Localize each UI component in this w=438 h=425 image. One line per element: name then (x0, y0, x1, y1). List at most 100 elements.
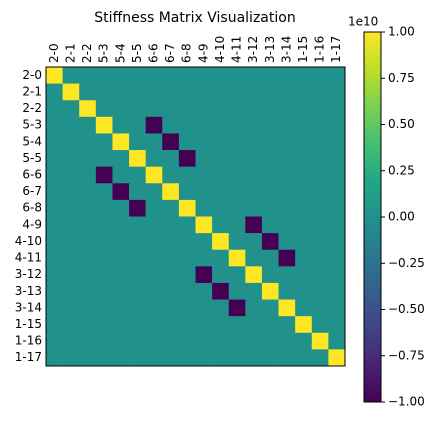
heatmap-cell (212, 199, 230, 217)
heatmap-cell (328, 332, 346, 350)
heatmap-cell (295, 67, 313, 84)
heatmap-cell (261, 282, 279, 300)
x-tick-label: 1-16 (313, 36, 327, 63)
heatmap-cell (95, 183, 113, 201)
chart-title: Stiffness Matrix Visualization (94, 10, 295, 26)
heatmap-cell (112, 299, 130, 317)
heatmap-cell (178, 133, 196, 151)
heatmap-cell (112, 199, 130, 217)
heatmap-cell (129, 199, 146, 217)
heatmap-cell (112, 100, 130, 118)
heatmap-cell (228, 199, 246, 217)
y-tick-label: 3-13 (15, 284, 42, 298)
heatmap-cell (212, 116, 230, 134)
heatmap-cell (95, 100, 113, 118)
heatmap-cell (46, 349, 63, 367)
heatmap-cell (95, 216, 113, 234)
heatmap-cell (212, 150, 230, 167)
heatmap-cell (79, 299, 97, 317)
y-tick-label: 4-9 (22, 217, 42, 231)
x-tick-label: 3-13 (263, 36, 277, 63)
heatmap-cell (178, 349, 196, 367)
heatmap-cell (311, 116, 329, 134)
heatmap-cell (129, 133, 146, 151)
heatmap-cell (79, 282, 97, 300)
heatmap-cell (145, 349, 163, 367)
heatmap-cell (278, 83, 296, 101)
heatmap-cell (62, 316, 80, 334)
x-tick-label: 3-12 (246, 36, 260, 63)
heatmap-cell (62, 183, 80, 201)
heatmap-cell (212, 133, 230, 151)
heatmap-cell (162, 83, 180, 101)
heatmap-cell (212, 249, 230, 267)
heatmap-cell (79, 67, 97, 84)
heatmap-cell (328, 116, 346, 134)
heatmap-cell (112, 216, 130, 234)
heatmap-cell (328, 282, 346, 300)
heatmap-cell (228, 166, 246, 184)
x-tick-label: 2-2 (80, 43, 94, 63)
heatmap-cell (95, 199, 113, 217)
heatmap-cell (328, 67, 346, 84)
heatmap-cell (62, 249, 80, 267)
heatmap-cell (145, 67, 163, 84)
heatmap-cell (62, 116, 80, 134)
colorbar-tick-label: 1.00 (388, 25, 415, 39)
x-tick-label: 1-15 (296, 36, 310, 63)
x-tick-label: 4-10 (213, 36, 227, 63)
heatmap-cell (195, 349, 213, 367)
heatmap-cell (46, 116, 63, 134)
heatmap-cell (195, 133, 213, 151)
y-tick-label: 5-3 (22, 118, 42, 132)
heatmap-cell (245, 199, 263, 217)
heatmap-cell (95, 233, 113, 251)
heatmap-cell (311, 332, 329, 350)
heatmap-cell (129, 266, 146, 284)
heatmap-cell (212, 233, 230, 251)
heatmap-cell (328, 133, 346, 151)
heatmap-cell (129, 116, 146, 134)
heatmap-cell (95, 133, 113, 151)
heatmap-cell (162, 100, 180, 118)
x-tick-label: 2-0 (47, 43, 61, 63)
heatmap-cell (62, 299, 80, 317)
heatmap-cell (228, 233, 246, 251)
heatmap-cell (278, 100, 296, 118)
heatmap-cell (62, 266, 80, 284)
heatmap-cell (245, 282, 263, 300)
heatmap-cell (112, 116, 130, 134)
heatmap-cell (295, 150, 313, 167)
heatmap-cell (228, 349, 246, 367)
heatmap-cell (295, 266, 313, 284)
heatmap-cell (95, 67, 113, 84)
heatmap-cell (295, 183, 313, 201)
heatmap-cell (212, 216, 230, 234)
heatmap-cell (278, 249, 296, 267)
heatmap-cell (245, 183, 263, 201)
heatmap-cell (112, 133, 130, 151)
heatmap-cell (62, 83, 80, 101)
heatmap-cell (245, 67, 263, 84)
heatmap-cell (228, 316, 246, 334)
heatmap-cell (145, 282, 163, 300)
heatmap-cell (278, 216, 296, 234)
heatmap-cell (278, 150, 296, 167)
heatmap-cell (145, 166, 163, 184)
colorbar-tick-label: −0.25 (388, 256, 425, 270)
heatmap-cell (112, 316, 130, 334)
heatmap-cell (129, 150, 146, 167)
heatmap-cell (162, 150, 180, 167)
heatmap-cell (195, 100, 213, 118)
heatmap-cell (311, 67, 329, 84)
heatmap-cell (62, 100, 80, 118)
heatmap-cell (195, 166, 213, 184)
heatmap-cell (228, 249, 246, 267)
heatmap-cell (79, 349, 97, 367)
heatmap-cell (295, 332, 313, 350)
heatmap-cell (261, 150, 279, 167)
heatmap-cell (228, 133, 246, 151)
heatmap-cell (245, 316, 263, 334)
heatmap-cell (245, 83, 263, 101)
heatmap-cell (261, 216, 279, 234)
